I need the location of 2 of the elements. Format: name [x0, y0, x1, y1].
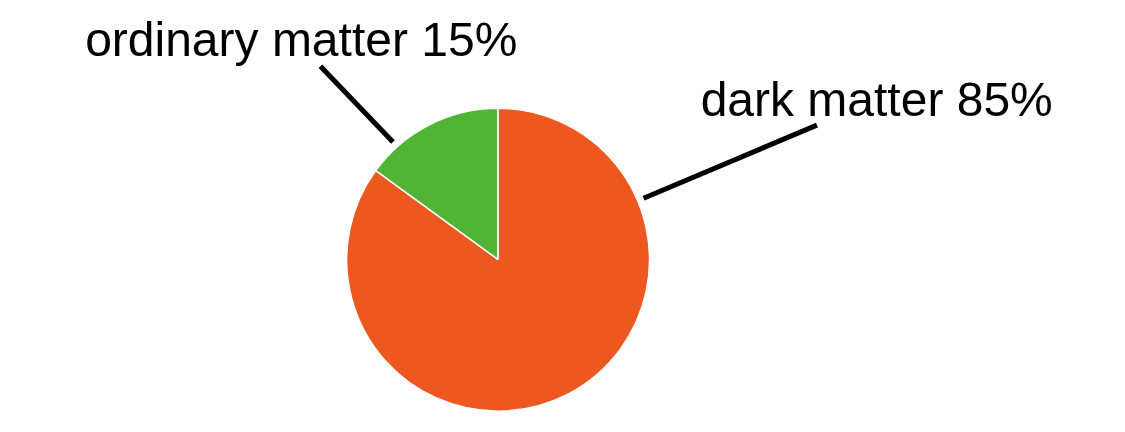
- slice-label: dark matter 85%: [700, 73, 1053, 127]
- slice-label: ordinary matter 15%: [85, 12, 518, 66]
